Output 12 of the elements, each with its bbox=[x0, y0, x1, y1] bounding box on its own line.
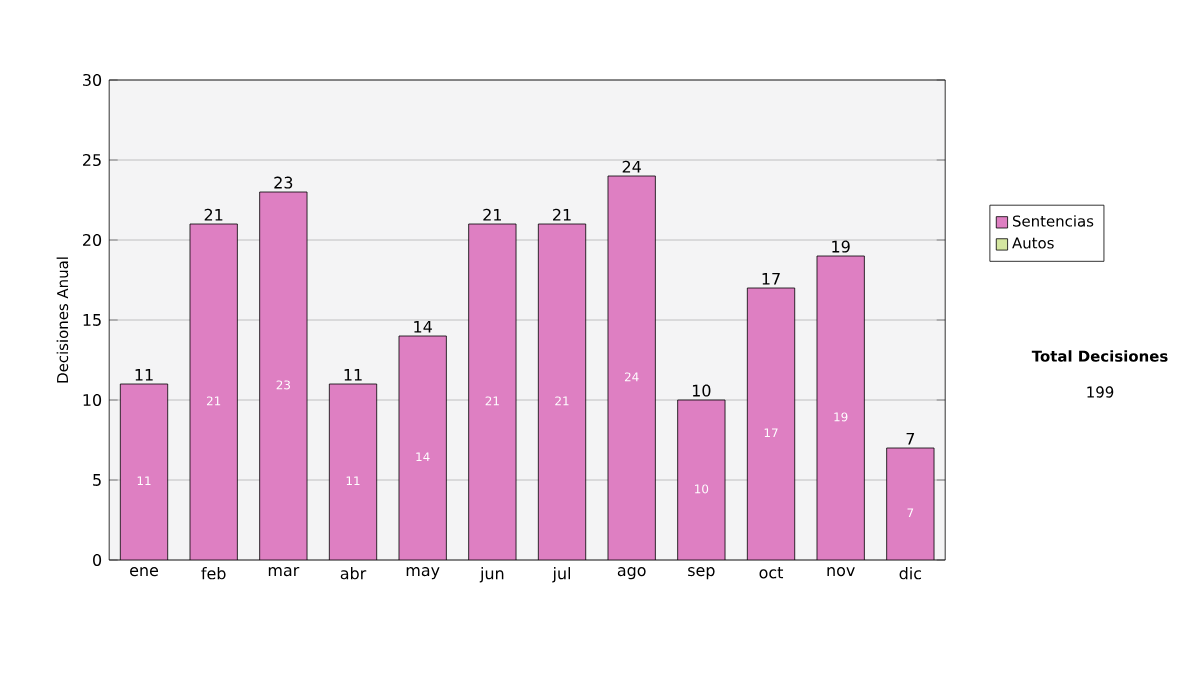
bar bbox=[677, 400, 726, 560]
bar bbox=[816, 256, 865, 560]
bar bbox=[747, 288, 795, 560]
bar bbox=[398, 336, 447, 560]
bar bbox=[538, 224, 586, 560]
bar bbox=[189, 224, 238, 560]
bar bbox=[259, 192, 308, 560]
bar bbox=[120, 384, 168, 560]
bar bbox=[468, 224, 517, 560]
bar bbox=[886, 447, 935, 560]
bar bbox=[329, 384, 377, 560]
bar bbox=[607, 176, 656, 560]
